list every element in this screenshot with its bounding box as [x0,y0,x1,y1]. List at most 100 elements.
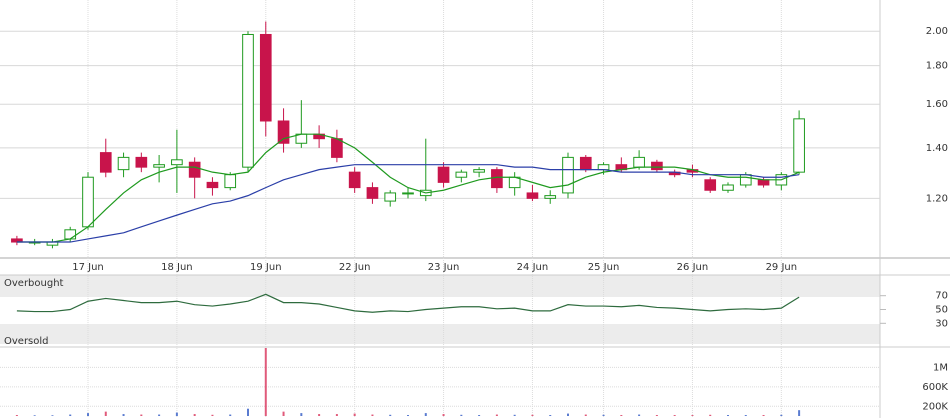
volume-bar [87,413,89,416]
volume-bar [158,414,161,416]
candle-body [437,166,450,183]
candle-body [206,181,219,189]
volume-bar [247,408,249,416]
volume-bar [744,415,747,416]
volume-bar [371,414,374,416]
candle-body [348,171,361,189]
x-tick-label: 26 Jun [677,262,709,273]
candle-body [597,164,610,171]
volume-bar [15,415,18,416]
volume-bar [264,348,267,416]
volume-tick-label: 600K [922,382,948,393]
volume-bar [211,414,214,416]
volume-bar [513,414,516,416]
candle-body [757,179,770,186]
volume-bar [104,411,107,416]
candle-body [188,161,201,178]
volume-bar [335,414,338,416]
rsi-tick-label: 50 [935,305,948,316]
candle-body [64,229,77,240]
candle-body [153,164,165,168]
x-tick-label: 24 Jun [517,262,549,273]
y-tick-label: 1.40 [926,143,948,154]
y-tick-label: 1.60 [926,99,948,110]
overbought-band [0,275,880,297]
y-tick-label: 1.20 [926,193,948,204]
x-tick-label: 23 Jun [428,262,460,273]
candle-body [473,169,485,173]
volume-bar [175,412,178,416]
volume-tick-label: 200K [922,401,948,412]
x-tick-label: 19 Jun [250,262,282,273]
volume-bar [673,415,676,416]
volume-bar [229,414,232,416]
volume-bar [709,414,712,416]
volume-bar [638,414,641,416]
volume-bar [549,415,552,416]
x-tick-label: 17 Jun [72,262,104,273]
moving-average-line [16,133,800,243]
volume-bar [318,414,321,416]
volume-tick-label: 1M [933,362,948,373]
candle-body [526,192,539,199]
y-tick-label: 1.80 [926,61,948,72]
candle-body [99,152,112,173]
candle-body [135,156,148,168]
candle-body [579,156,592,171]
candle-body [704,179,717,191]
volume-bar [460,414,463,416]
volume-bar [407,415,409,416]
volume-bar [780,414,783,416]
y-tick-label: 2.00 [926,26,948,37]
oversold-label: Oversold [4,336,49,347]
x-tick-label: 22 Jun [339,262,371,273]
volume-bar [442,414,445,416]
volume-bar [122,414,125,416]
volume-bar [762,415,765,416]
candle-body [224,174,237,189]
volume-bar [424,413,427,416]
volume-bar [531,414,534,416]
candle-body [793,118,805,173]
oversold-band [0,324,880,344]
volume-bar [798,410,801,416]
rsi-line [16,293,800,313]
moving-average-line [16,164,800,243]
candle-body [117,156,130,171]
volume-bar [495,414,498,416]
volume-bar [478,415,481,416]
volume-bar [691,415,694,416]
candle-body [491,169,503,189]
candle-body [384,192,397,202]
volume-bar [140,414,143,416]
candle-body [82,176,94,228]
rsi-tick-label: 70 [935,291,948,302]
candle-body [562,156,574,194]
rsi-tick-label: 30 [935,318,948,329]
overbought-label: Overbought [4,278,64,289]
volume-bar [51,415,54,416]
volume-bar [389,414,392,416]
x-tick-label: 29 Jun [766,262,798,273]
volume-bar [620,415,623,416]
candle-body [739,174,752,186]
candle-body [171,159,183,166]
candle-body [633,156,645,168]
candle-body [277,120,290,144]
volume-bar [727,415,729,416]
x-tick-label: 25 Jun [588,262,620,273]
volume-bar [300,413,303,416]
volume-bar [567,413,569,416]
volume-bar [584,414,587,416]
candle-body [402,192,414,195]
x-tick-label: 18 Jun [161,262,193,273]
candle-body [331,138,343,158]
candle-body [366,187,379,199]
candle-body [259,33,272,122]
volume-bar [353,413,356,416]
volume-bar [282,411,285,416]
candle-body [722,184,734,191]
candle-body [242,33,254,168]
candle-body [544,195,557,199]
